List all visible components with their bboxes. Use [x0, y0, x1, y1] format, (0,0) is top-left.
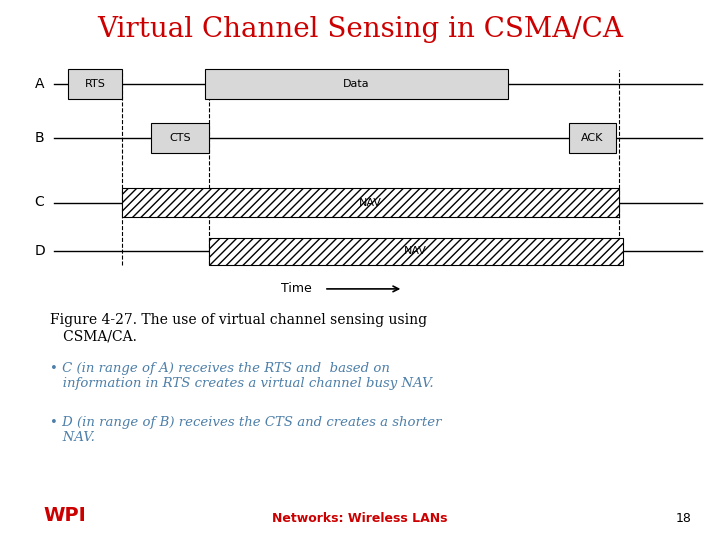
Text: • D (in range of B) receives the CTS and creates a shorter
   NAV.: • D (in range of B) receives the CTS and… [50, 416, 442, 444]
Text: 18: 18 [675, 512, 691, 525]
Text: Figure 4-27. The use of virtual channel sensing using
   CSMA/CA.: Figure 4-27. The use of virtual channel … [50, 313, 428, 343]
Bar [68, 69, 122, 98]
Bar [569, 123, 616, 152]
Text: NAV: NAV [359, 198, 382, 207]
Text: WPI: WPI [43, 506, 86, 525]
Text: • C (in range of A) receives the RTS and  based on
   information in RTS creates: • C (in range of A) receives the RTS and… [50, 362, 434, 390]
Text: Data: Data [343, 79, 369, 89]
Text: Time: Time [281, 282, 312, 295]
Bar [209, 238, 623, 265]
Text: A: A [35, 77, 45, 91]
Text: CTS: CTS [169, 133, 191, 143]
Text: NAV: NAV [405, 246, 427, 256]
Text: Networks: Wireless LANs: Networks: Wireless LANs [272, 512, 448, 525]
Text: D: D [35, 244, 45, 258]
Text: C: C [35, 195, 45, 210]
Bar [122, 187, 619, 217]
Text: ACK: ACK [581, 133, 603, 143]
Text: B: B [35, 131, 45, 145]
Bar [205, 69, 508, 98]
Bar [151, 123, 209, 152]
Text: Virtual Channel Sensing in CSMA/CA: Virtual Channel Sensing in CSMA/CA [97, 16, 623, 43]
Text: RTS: RTS [85, 79, 106, 89]
